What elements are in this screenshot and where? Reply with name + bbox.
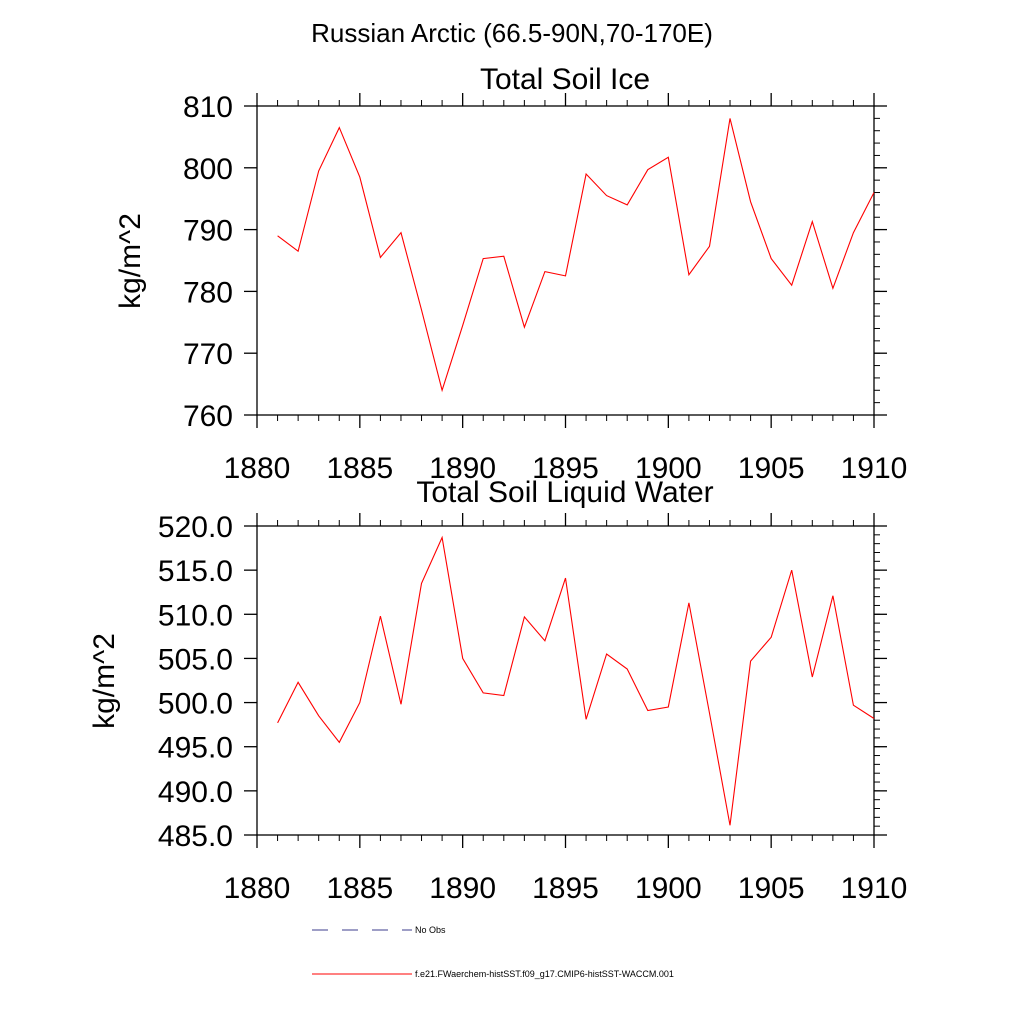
y-tick-label: 760 — [183, 400, 233, 433]
x-tick-label: 1890 — [429, 452, 496, 485]
y-tick-label: 770 — [183, 338, 233, 371]
x-tick-labels: 1880 1885 1890 1895 1900 1905 1910 — [224, 872, 908, 905]
x-tick-label: 1895 — [532, 872, 599, 905]
x-tick-label: 1885 — [326, 452, 393, 485]
y-tick-label: 520.0 — [158, 511, 233, 544]
x-tick-label: 1905 — [738, 452, 805, 485]
y-tick-labels: 485.0 490.0 495.0 500.0 505.0 510.0 515.0 520.0 — [158, 511, 233, 853]
panel-title: Total Soil Ice — [480, 63, 650, 96]
x-tick-label: 1910 — [841, 872, 908, 905]
y-tick-label: 495.0 — [158, 732, 233, 765]
legend-item-no-obs: No Obs — [312, 925, 446, 935]
y-tick-labels: 760 770 780 790 800 810 — [183, 91, 233, 433]
legend-label: f.e21.FWaerchem-histSST.f09_g17.CMIP6-hi… — [415, 969, 674, 979]
x-tick-label: 1910 — [841, 452, 908, 485]
x-tick-label: 1905 — [738, 872, 805, 905]
y-tick-label: 485.0 — [158, 820, 233, 853]
y-tick-label: 780 — [183, 276, 233, 309]
x-tick-label: 1885 — [326, 872, 393, 905]
major-ticks — [244, 93, 887, 428]
y-tick-label: 810 — [183, 91, 233, 124]
series-group — [277, 118, 875, 393]
y-tick-label: 510.0 — [158, 599, 233, 632]
figure-title: Russian Arctic (66.5-90N,70-170E) — [311, 18, 713, 48]
y-tick-label: 500.0 — [158, 688, 233, 721]
legend-item-model-run: f.e21.FWaerchem-histSST.f09_g17.CMIP6-hi… — [312, 969, 674, 979]
panel-title: Total Soil Liquid Water — [416, 476, 713, 509]
y-tick-label: 790 — [183, 215, 233, 248]
x-tick-label: 1895 — [532, 452, 599, 485]
x-tick-label: 1900 — [635, 452, 702, 485]
x-tick-label: 1880 — [224, 872, 291, 905]
y-tick-label: 515.0 — [158, 555, 233, 588]
panel-total-soil-ice: Total Soil Ice kg/m^2 1880 1885 1890 1895 19… — [114, 63, 907, 485]
y-tick-label: 800 — [183, 153, 233, 186]
legend-label: No Obs — [415, 925, 446, 935]
series-line — [277, 118, 875, 393]
series-line — [277, 535, 875, 826]
series-group — [277, 535, 875, 826]
major-ticks — [244, 513, 887, 848]
x-tick-labels: 1880 1885 1890 1895 1900 1905 1910 — [224, 452, 908, 485]
minor-ticks — [277, 520, 880, 841]
y-tick-label: 490.0 — [158, 776, 233, 809]
y-axis-label: kg/m^2 — [114, 213, 147, 309]
x-tick-label: 1880 — [224, 452, 291, 485]
x-tick-label: 1890 — [429, 872, 496, 905]
x-tick-label: 1900 — [635, 872, 702, 905]
minor-ticks — [277, 100, 880, 421]
y-axis-label: kg/m^2 — [88, 633, 121, 729]
plot-frame — [256, 525, 875, 836]
y-tick-label: 505.0 — [158, 643, 233, 676]
legend: No Obs f.e21.FWaerchem-histSST.f09_g17.C… — [312, 925, 674, 979]
panel-total-soil-liquid-water: Total Soil Liquid Water kg/m^2 1880 1885 1… — [88, 476, 907, 905]
